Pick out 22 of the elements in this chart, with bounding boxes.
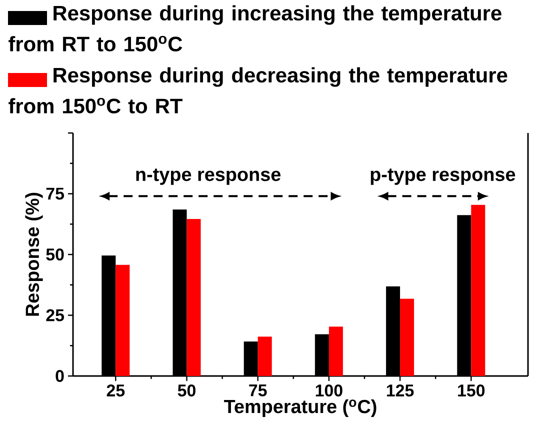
legend-label: Response during increasing the temperature from RT to 150$^{o}$C <box>8 5 502 52</box>
legend-label: Response during decreasing the temperature from 150$^{o}$C to RT <box>8 67 508 114</box>
x-tick-label: 50 <box>178 384 196 397</box>
y-tick-label: 50 <box>46 248 64 260</box>
bar <box>186 219 201 376</box>
x-tick-label: 25 <box>106 384 125 397</box>
y-tick-label: 75 <box>46 188 64 200</box>
x-tick-label: 75 <box>249 384 267 396</box>
bar <box>258 336 272 376</box>
y-axis-title: Response (%) <box>25 192 43 316</box>
bar <box>400 298 414 376</box>
annotation: n-type response <box>136 168 281 185</box>
bar <box>328 326 343 376</box>
x-tick-label: 150 <box>458 384 485 397</box>
y-tick-label: 0 <box>56 370 64 382</box>
x-axis-title: Temperature ($^{o}$C) <box>224 399 376 417</box>
y-tick-label: 25 <box>46 309 64 322</box>
annotation: p-type response <box>370 168 516 185</box>
bar <box>116 264 130 376</box>
x-tick-label: 125 <box>386 384 414 397</box>
bar <box>471 204 486 376</box>
x-tick-label: 100 <box>316 384 342 397</box>
